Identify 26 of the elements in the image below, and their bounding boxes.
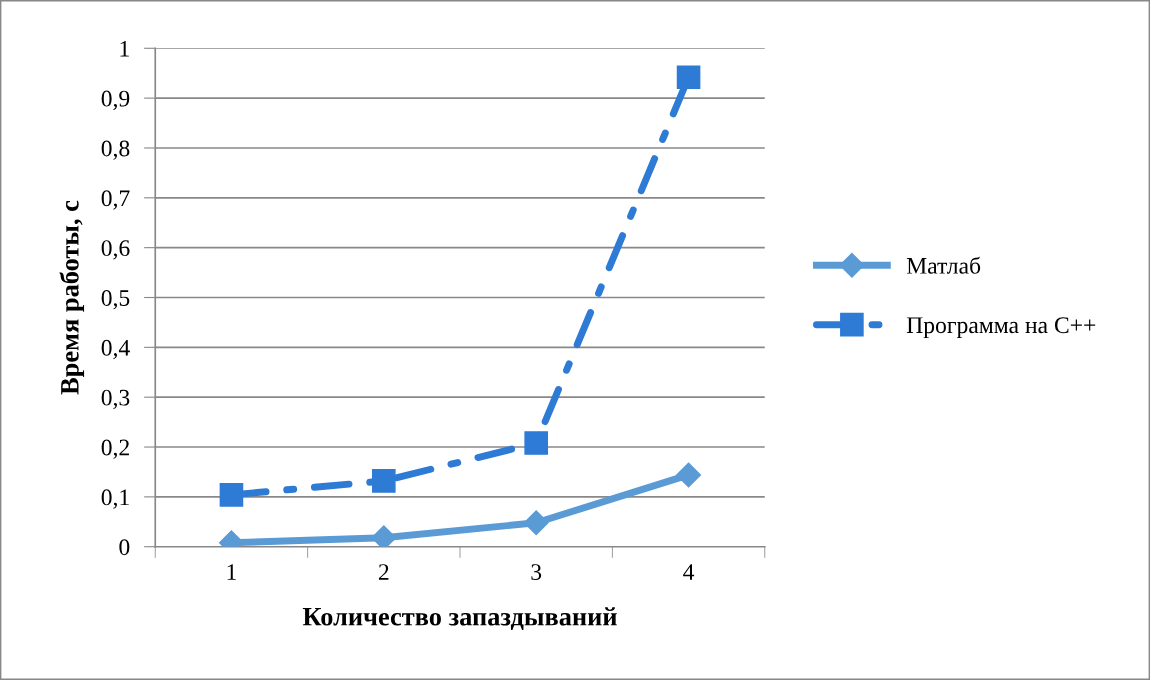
y-tick-label: 0 bbox=[119, 539, 130, 556]
x-axis-title: Количество запаздываний bbox=[302, 607, 617, 630]
legend-label: Матлаб bbox=[906, 256, 981, 274]
point bbox=[676, 65, 701, 89]
y-tick-label: 0,4 bbox=[101, 339, 130, 360]
y-tick-label: 0,5 bbox=[101, 289, 130, 310]
legend-label: Программа на С++ bbox=[906, 317, 1096, 338]
x-tick-label: 2 bbox=[378, 564, 389, 580]
y-tick-label: 0,1 bbox=[101, 489, 129, 509]
point bbox=[524, 431, 548, 455]
y-tick-label: 0,7 bbox=[101, 190, 130, 210]
point bbox=[219, 483, 244, 507]
x-tick-label: 4 bbox=[683, 564, 695, 580]
point bbox=[372, 469, 396, 493]
y-tick-label: 0,2 bbox=[101, 439, 129, 459]
x-tick-label: 1 bbox=[227, 564, 236, 580]
point bbox=[676, 462, 702, 488]
y-tick-label: 0,3 bbox=[101, 389, 130, 410]
y-tick-label: 0,8 bbox=[101, 140, 130, 160]
y-tick-label: 0,9 bbox=[101, 90, 130, 110]
x-tick-label: 3 bbox=[531, 564, 542, 580]
point bbox=[371, 525, 397, 547]
y-axis-title: Время работы, с bbox=[59, 200, 85, 395]
y-tick-label: 0,6 bbox=[101, 240, 130, 260]
y-tick-label: 1 bbox=[120, 40, 129, 57]
point bbox=[523, 510, 549, 536]
